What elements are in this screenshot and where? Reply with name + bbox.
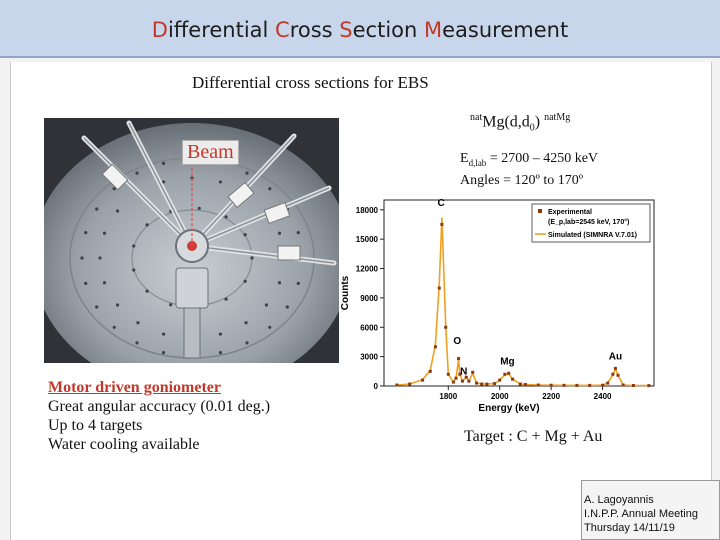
experimental-point	[428, 369, 432, 373]
feature-item-cooling: Water cooling available	[48, 436, 200, 453]
y-tick-label: 9000	[360, 294, 378, 303]
experimental-point	[471, 370, 475, 374]
experimental-point	[647, 384, 651, 388]
experimental-point	[485, 382, 489, 386]
experimental-point	[437, 286, 441, 290]
y-tick-label: 15000	[356, 235, 379, 244]
energy-line: Ed,lab = 2700 – 4250 keV	[460, 151, 599, 168]
experimental-point	[601, 383, 605, 387]
experimental-point	[631, 384, 635, 388]
experimental-point	[588, 383, 592, 387]
y-tick-label: 12000	[356, 265, 379, 274]
experimental-point	[511, 377, 515, 381]
experimental-point	[498, 378, 502, 382]
legend-experimental-conditions: (E_p,lab=2545 keV, 170°)	[548, 218, 629, 226]
page-title: Differential Cross Section Measurement	[151, 18, 569, 42]
goniometer-photo: Beam	[44, 118, 339, 363]
peak-label: Au	[609, 352, 622, 363]
title-bar: Differential Cross Section Measurement	[0, 0, 720, 58]
goniometer-illustration	[44, 118, 339, 363]
ebs-spectrum-chart: 0 3000 6000 9000 12000 15000 18000 1800 2000 2200…	[340, 198, 655, 414]
beam-label: Beam	[182, 140, 239, 165]
goniometer-features: Motor driven goniometer Great angular ac…	[48, 378, 270, 454]
peak-label: O	[453, 336, 461, 347]
y-tick-label: 18000	[356, 206, 379, 215]
legend-box	[531, 203, 651, 243]
experimental-point	[503, 372, 507, 376]
experimental-point	[536, 383, 540, 387]
reaction-formula: natMg(d,d0) natMg	[470, 112, 571, 134]
x-axis-label: Energy (keV)	[478, 403, 539, 414]
features-heading: Motor driven goniometer	[48, 379, 221, 396]
experimental-point	[464, 375, 468, 379]
author-credit: A. Lagoyannis I.N.P.P. Annual Meeting Th…	[581, 480, 720, 540]
experimental-point	[616, 373, 620, 377]
angles-line: Angles = 120º to 170º	[460, 172, 584, 188]
experimental-point	[467, 379, 471, 383]
credit-author: A. Lagoyannis	[584, 494, 654, 506]
credit-meeting: I.N.P.P. Annual Meeting	[584, 508, 698, 520]
x-tick-label: 2400	[594, 392, 612, 401]
credit-date: Thursday 14/11/19	[584, 522, 675, 534]
experimental-point	[457, 357, 461, 361]
feature-item-targets: Up to 4 targets	[48, 417, 143, 434]
experimental-point	[460, 379, 464, 383]
experimental-point	[451, 380, 455, 384]
y-tick-label: 6000	[360, 323, 378, 332]
legend-simulated-label: Simulated (SIMNRA V.7.01)	[548, 232, 637, 239]
peak-label: N	[460, 366, 467, 377]
experimental-point	[507, 371, 511, 375]
experimental-point	[458, 372, 462, 376]
y-axis-label: Counts	[340, 275, 351, 310]
experimental-point	[493, 382, 497, 386]
experimental-point	[433, 345, 437, 349]
experimental-point	[523, 383, 527, 387]
experimental-point	[475, 381, 479, 385]
simulated-series-line	[396, 217, 649, 387]
experimental-point	[444, 325, 448, 329]
experimental-point	[575, 383, 579, 387]
legend-experimental-label: Experimental	[548, 209, 592, 216]
experimental-point	[606, 381, 610, 385]
feature-item-accuracy: Great angular accuracy (0.01 deg.)	[48, 398, 271, 415]
experimental-point	[518, 382, 522, 386]
target-composition: Target : C + Mg + Au	[464, 428, 603, 445]
experimental-point	[549, 383, 553, 387]
experimental-point	[621, 383, 625, 387]
x-tick-label: 2000	[491, 392, 509, 401]
experimental-point	[611, 372, 615, 376]
x-tick-label: 2200	[542, 392, 560, 401]
experimental-point	[613, 366, 617, 370]
experimental-point	[408, 382, 412, 386]
slide-subtitle: Differential cross sections for EBS	[192, 73, 429, 92]
experimental-point	[440, 222, 444, 226]
y-tick-label: 0	[374, 382, 379, 391]
peak-label: C	[437, 198, 444, 209]
experimental-point	[454, 376, 458, 380]
peak-label: Mg	[500, 356, 514, 367]
experimental-point	[446, 372, 450, 376]
legend-experimental-marker	[538, 209, 542, 213]
experimental-point	[421, 378, 425, 382]
y-tick-label: 3000	[360, 353, 378, 362]
x-tick-label: 1800	[439, 392, 457, 401]
energy-range: Ed,lab = 2700 – 4250 keV Angles = 120º t…	[460, 150, 598, 189]
experimental-point	[480, 382, 484, 386]
experimental-point	[562, 383, 566, 387]
experimental-point	[395, 383, 399, 387]
